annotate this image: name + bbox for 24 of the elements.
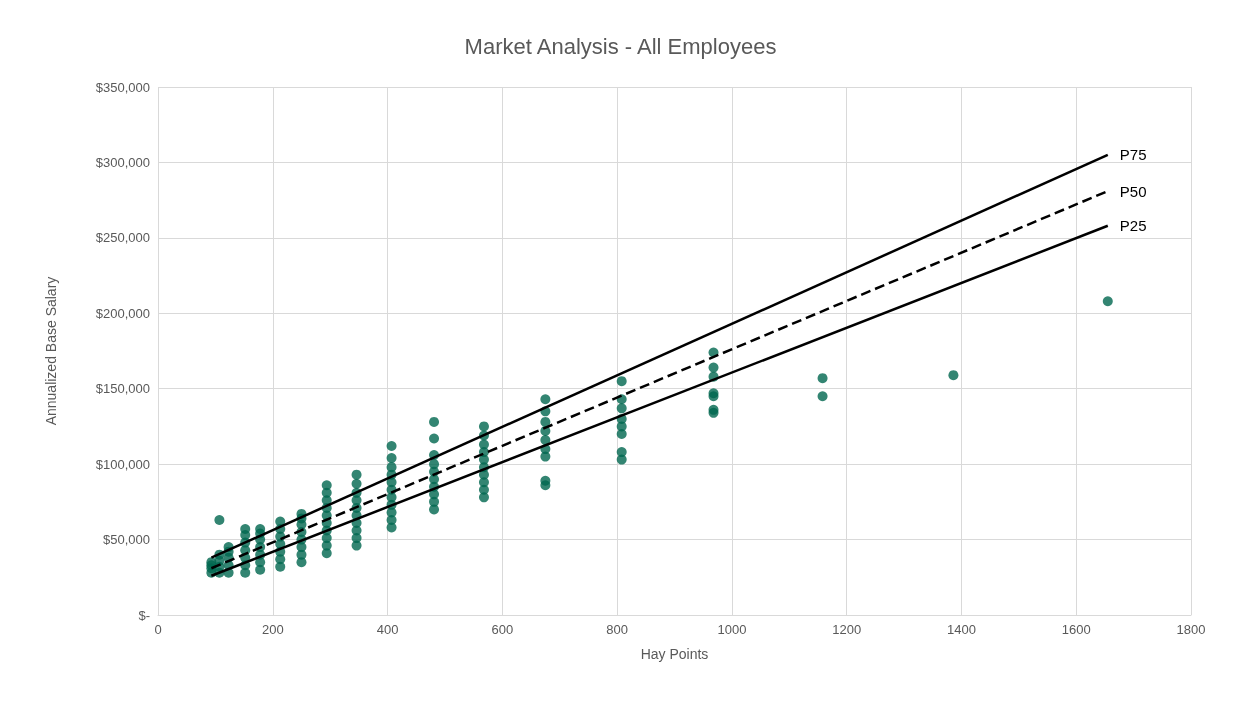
y-axis-title: Annualized Base Salary (43, 276, 59, 426)
y-tick-label: $100,000 (95, 456, 150, 472)
x-tick-label: 1000 (717, 622, 747, 637)
x-tick-label: 1600 (1061, 622, 1091, 637)
x-tick-label: 0 (154, 622, 162, 637)
y-tick-label: $250,000 (95, 230, 150, 246)
y-tick-label: $350,000 (95, 79, 150, 95)
y-tick-label: $50,000 (103, 532, 150, 548)
y-tick-label: $300,000 (95, 154, 150, 170)
y-tick-label: $- (138, 607, 150, 623)
x-tick-label: 800 (606, 622, 628, 637)
series-label: P50 (1119, 182, 1147, 200)
chart-title: Market Analysis - All Employees (464, 33, 777, 59)
x-tick-label: 1400 (946, 622, 976, 637)
y-tick-label: $150,000 (95, 381, 150, 397)
x-tick-label: 600 (491, 622, 514, 637)
x-tick-label: 1800 (1176, 622, 1206, 637)
x-axis-title: Hay Points (640, 646, 709, 662)
x-tick-label: 400 (376, 622, 399, 637)
x-tick-label: 1200 (832, 622, 862, 637)
x-tick-label: 200 (261, 622, 284, 637)
series-label: P75 (1119, 146, 1147, 164)
y-tick-label: $200,000 (95, 305, 150, 321)
series-label: P25 (1119, 217, 1147, 235)
